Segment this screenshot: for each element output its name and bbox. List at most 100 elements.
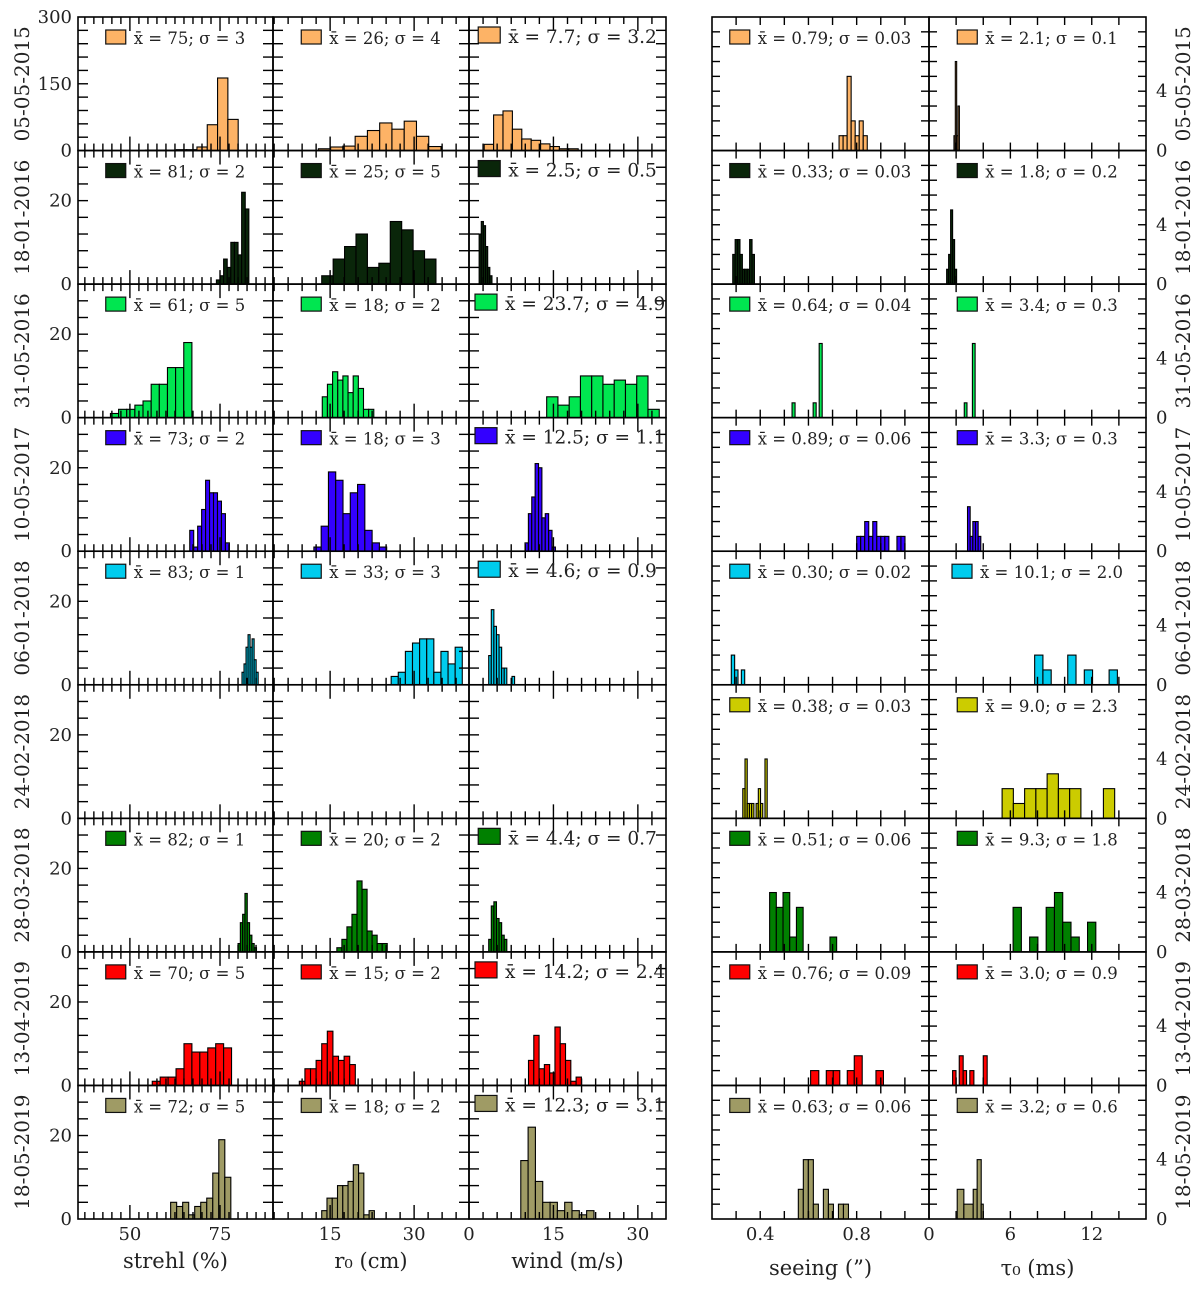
histogram-bar <box>419 638 428 686</box>
legend: x̄ = 72; σ = 5 <box>105 1097 245 1116</box>
row-10-05-2017: x̄ = 73; σ = 2 20 0 x̄ = 18; σ = 3 x̄ = 12.5… <box>10 416 1195 562</box>
y-tick-label: 0 <box>1156 1209 1167 1230</box>
y-tick-label: 0 <box>61 408 72 429</box>
histogram-bar <box>433 671 442 686</box>
histogram-bar <box>795 906 804 953</box>
histogram-bar <box>858 120 864 152</box>
legend-swatch <box>729 830 751 846</box>
legend-label: x̄ = 12.5; σ = 1.1 <box>505 428 665 449</box>
legend-swatch <box>477 827 501 845</box>
legend-swatch <box>105 430 127 446</box>
legend-swatch <box>105 830 127 846</box>
x-axis-label: strehl (%) <box>123 1249 228 1273</box>
x-axis-label: τ₀ (ms) <box>1001 1256 1075 1280</box>
legend: x̄ = 0.89; σ = 0.06 <box>729 430 911 449</box>
legend-label: x̄ = 2.5; σ = 0.5 <box>508 161 657 182</box>
row-06-01-2018: x̄ = 83; σ = 1 20 0 x̄ = 33; σ = 3 x̄ = 4.6;… <box>10 550 1195 696</box>
legend: x̄ = 0.63; σ = 0.06 <box>729 1097 911 1116</box>
x-axis-label: r₀ (cm) <box>334 1249 407 1273</box>
legend-swatch <box>300 964 322 980</box>
histogram-bar <box>503 667 508 686</box>
histogram-bar <box>159 1076 169 1086</box>
histogram-bar <box>224 1176 232 1220</box>
x-tick-label: 6 <box>1005 1224 1016 1245</box>
y-tick-label: 0 <box>1156 942 1167 963</box>
panel-tau0-18-01-2016: x̄ = 1.8; σ = 0.2 4 0 <box>928 149 1167 295</box>
legend: x̄ = 73; σ = 2 <box>105 430 245 449</box>
histogram-bar <box>860 535 866 552</box>
histogram-bar <box>1045 906 1056 953</box>
histogram-bar <box>977 535 982 552</box>
legend-label: x̄ = 1.8; σ = 0.2 <box>985 163 1117 182</box>
histogram-bar <box>357 483 366 552</box>
legend-label: x̄ = 14.2; σ = 2.4 <box>505 962 665 983</box>
histogram-bar <box>142 400 152 419</box>
x-tick-label: 12 <box>1080 1224 1103 1245</box>
legend: x̄ = 10.1; σ = 2.0 <box>951 563 1123 582</box>
legend-swatch <box>300 29 322 45</box>
histogram-bar <box>378 262 391 285</box>
y-tick-label: 20 <box>49 591 72 612</box>
histogram-bar <box>212 1172 220 1220</box>
legend-label: x̄ = 0.33; σ = 0.03 <box>758 163 911 182</box>
legend-label: x̄ = 0.30; σ = 0.02 <box>758 563 911 582</box>
legend-swatch <box>300 430 322 446</box>
legend: x̄ = 33; σ = 3 <box>300 563 441 582</box>
y-tick-label: 0 <box>61 675 72 696</box>
histogram-bar <box>331 1197 339 1220</box>
row-05-05-2015: x̄ = 75; σ = 3 300 150 0 x̄ = 26; σ = 4 x̄ = … <box>10 7 1195 162</box>
histogram-bar <box>423 258 437 285</box>
row-28-03-2018: x̄ = 82; σ = 1 20 0 x̄ = 20; σ = 2 x̄ = 4.4;… <box>10 817 1195 963</box>
legend-swatch <box>477 159 501 178</box>
legend-label: x̄ = 12.3; σ = 3.1 <box>505 1095 665 1116</box>
legend: x̄ = 9.0; σ = 2.3 <box>956 697 1118 716</box>
legend-label: x̄ = 26; σ = 4 <box>329 29 441 48</box>
x-tick-label: 30 <box>626 1224 649 1245</box>
y-tick-label: 4 <box>1156 81 1167 102</box>
legend-label: x̄ = 18; σ = 2 <box>329 296 441 315</box>
histogram-bar <box>223 1047 233 1086</box>
panel-r0-28-03-2018: x̄ = 20; σ = 2 <box>272 817 470 953</box>
histogram-bar <box>358 1172 365 1220</box>
legend-swatch <box>956 430 978 446</box>
histogram-bar <box>351 913 358 953</box>
histogram-bar <box>309 1068 317 1086</box>
panel-wind-31-05-2016: x̄ = 23.7; σ = 4.9 <box>468 283 667 419</box>
histogram-bar <box>764 758 768 819</box>
legend: x̄ = 23.7; σ = 4.9 <box>474 293 665 315</box>
histogram-bar <box>751 253 755 285</box>
legend-swatch <box>300 296 322 312</box>
row-date-label-right: 18-05-2019 <box>1171 1095 1195 1210</box>
legend: x̄ = 7.7; σ = 3.2 <box>477 26 657 48</box>
legend-swatch <box>956 964 978 980</box>
row-date-label-left: 18-01-2016 <box>10 160 34 275</box>
panel-seeing-10-05-2017: x̄ = 0.89; σ = 0.06 <box>711 416 930 553</box>
legend-swatch <box>105 162 127 179</box>
y-tick-label: 0 <box>61 1075 72 1096</box>
legend: x̄ = 15; σ = 2 <box>300 964 441 983</box>
panel-tau0-10-05-2017: x̄ = 3.3; σ = 0.3 4 0 <box>928 416 1167 562</box>
histogram-bar <box>391 128 405 152</box>
histogram-bar <box>337 1059 345 1086</box>
legend: x̄ = 25; σ = 5 <box>300 163 441 182</box>
histogram-bar <box>368 408 375 419</box>
legend-label: x̄ = 4.4; σ = 0.7 <box>508 828 657 849</box>
legend: x̄ = 18; σ = 2 <box>300 296 441 315</box>
histogram-bar <box>366 129 381 152</box>
histogram-bar <box>362 408 370 419</box>
legend-label: x̄ = 0.89; σ = 0.06 <box>758 430 911 449</box>
histogram-bar <box>976 1159 982 1220</box>
histogram-bar <box>791 402 796 419</box>
histogram-bar <box>956 1188 965 1220</box>
histogram-bar <box>194 1205 202 1220</box>
y-tick-label: 4 <box>1156 615 1167 636</box>
histogram-bar <box>1012 906 1022 953</box>
histogram-bar <box>554 1026 561 1086</box>
panel-wind-05-05-2015: x̄ = 7.7; σ = 3.2 <box>468 16 667 152</box>
histogram-bar <box>1108 669 1118 686</box>
histogram-bar <box>343 1055 351 1086</box>
legend-swatch <box>300 1097 322 1114</box>
histogram-bar <box>810 1070 820 1086</box>
histogram-bar <box>352 1164 360 1220</box>
